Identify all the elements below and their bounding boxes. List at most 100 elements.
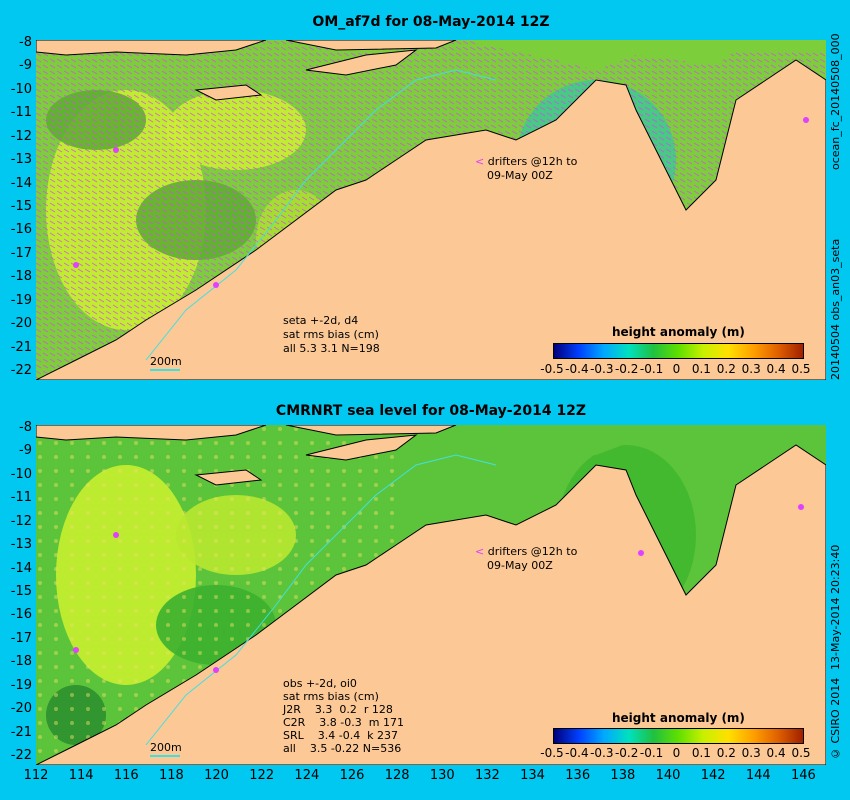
y-tick-label: -9 [19, 443, 32, 459]
y-tick-label: -16 [10, 222, 32, 238]
y-tick-label: -17 [10, 245, 32, 261]
side-label-bottom: 13-May-2014 20:23:40 [829, 544, 842, 670]
x-tick-label: 124 [294, 768, 320, 783]
scale-bar-bottom [150, 755, 180, 757]
x-tick-label: 142 [700, 768, 726, 783]
y-tick-label: -21 [10, 724, 32, 740]
colorbar-tick-label: -0.3 [590, 746, 614, 760]
x-tick-label: 118 [159, 768, 184, 783]
stats-bottom-line: SRL 3.4 -0.4 k 237 [283, 729, 399, 742]
y-tick-label: -19 [10, 292, 32, 308]
colorbar-tick-label: 0.1 [691, 746, 711, 760]
y-tick-label: -14 [10, 560, 32, 576]
stats-bottom: obs +-2d, oi0 sat rms bias (cm) J2R 3.3 0.… [283, 677, 404, 755]
y-tick-label: -9 [19, 58, 32, 74]
colorbar-tick-label: 0.1 [691, 362, 711, 376]
colorbar-tick-label: 0.2 [716, 362, 736, 376]
credit-label: © CSIRO 2014 [829, 677, 842, 760]
colorbar-tick-label: -0.1 [639, 746, 664, 760]
colorbar-top [553, 343, 804, 359]
drifters-legend-top: < drifters @12h to [475, 155, 578, 168]
colorbar-title-bottom: height anomaly (m) [612, 711, 745, 725]
y-tick-label: -20 [10, 701, 32, 717]
colorbar-bottom [553, 728, 804, 744]
colorbar-tick-label: 0.3 [741, 746, 761, 760]
stats-bottom-line: sat rms bias (cm) [283, 690, 379, 703]
colorbar-tick-label: -0.5 [540, 746, 564, 760]
x-tick-label: 116 [113, 768, 139, 783]
y-tick-label: -17 [10, 630, 32, 646]
stats-top-1: seta +-2d, d4 [283, 314, 359, 327]
colorbar-tick-label: -0.3 [590, 362, 614, 376]
top-map [36, 40, 826, 380]
australia-land [36, 444, 826, 765]
y-tick-label: -22 [10, 363, 32, 378]
x-tick-label: 128 [384, 768, 410, 783]
y-tick-label: -11 [10, 105, 32, 121]
stats-bottom-line: C2R 3.8 -0.3 m 171 [283, 716, 404, 729]
australia-land [36, 59, 826, 380]
x-tick-label: 112 [23, 768, 49, 783]
colorbar-tick-label: 0.3 [741, 362, 761, 376]
x-tick-label: 138 [610, 768, 636, 783]
java-island [36, 40, 267, 56]
drifters-legend-top-line2: 09-May 00Z [487, 169, 553, 182]
colorbar-tick-label: 0 [672, 362, 681, 376]
stats-bottom-line: all 3.5 -0.22 N=536 [283, 742, 402, 755]
bottom-map-title: CMRNRT sea level for 08-May-2014 12Z [275, 403, 587, 419]
side-label-top-bottom: 20140504 obs_an03_seta [829, 238, 842, 380]
x-tick-label: 134 [520, 768, 545, 783]
stats-bottom-line: obs +-2d, oi0 [283, 677, 357, 690]
scale-label-bottom: 200m [150, 741, 182, 754]
y-tick-label: -18 [10, 654, 32, 670]
x-tick-label: 126 [339, 768, 365, 783]
x-tick-label: 130 [429, 768, 455, 783]
y-tick-label: -20 [10, 316, 32, 332]
drifters-legend-bottom: < drifters @12h to [475, 545, 578, 558]
colorbar-title-top: height anomaly (m) [612, 325, 745, 339]
contour-200m [145, 69, 497, 361]
timor-island [305, 49, 418, 76]
colorbar-tick-label: -0.4 [565, 746, 589, 760]
sumba-island [194, 469, 263, 486]
y-tick-label: -14 [10, 175, 32, 191]
flores-island [285, 40, 457, 51]
stats-bottom-line: J2R 3.3 0.2 r 128 [283, 703, 393, 716]
y-tick-label: -18 [10, 269, 32, 285]
drifter-track [113, 532, 119, 538]
y-tick-label: -13 [10, 152, 32, 168]
y-tick-label: -11 [10, 490, 32, 506]
y-tick-label: -13 [10, 537, 32, 553]
y-tick-label: -15 [10, 584, 32, 599]
y-tick-label: -19 [10, 677, 32, 693]
y-tick-label: -16 [10, 607, 32, 623]
java-island [36, 425, 267, 441]
x-tick-label: 144 [745, 768, 771, 783]
scale-label-top: 200m [150, 355, 182, 368]
colorbar-tick-label: -0.2 [614, 746, 639, 760]
colorbar-tick-label: 0.5 [791, 362, 811, 376]
colorbar-tick-label: 0.4 [766, 362, 786, 376]
y-tick-label: -8 [19, 420, 32, 435]
y-tick-label: -15 [10, 199, 32, 214]
drifter-track [113, 147, 119, 153]
side-label-top-right: ocean_fc_20140508_000 [829, 33, 842, 170]
colorbar-tick-label: -0.5 [540, 362, 564, 376]
bottom-map [36, 425, 826, 765]
x-tick-label: 120 [204, 768, 229, 783]
x-tick-label: 146 [791, 768, 816, 783]
x-tick-label: 140 [655, 768, 681, 783]
top-map-title: OM_af7d for 08-May-2014 12Z [312, 14, 550, 30]
timor-island [305, 434, 418, 461]
y-tick-label: -22 [10, 748, 32, 763]
sumba-island [194, 84, 263, 101]
x-tick-label: 132 [475, 768, 500, 783]
y-tick-label: -12 [10, 128, 32, 144]
stats-top-2: sat rms bias (cm) [283, 328, 379, 341]
x-tick-label: 114 [68, 768, 94, 783]
y-tick-label: -10 [10, 81, 32, 97]
stats-top-3: all 5.3 3.1 N=198 [283, 342, 380, 355]
y-tick-label: -10 [10, 466, 32, 482]
colorbar-tick-label: 0 [672, 746, 681, 760]
colorbar-tick-label: 0.2 [716, 746, 736, 760]
